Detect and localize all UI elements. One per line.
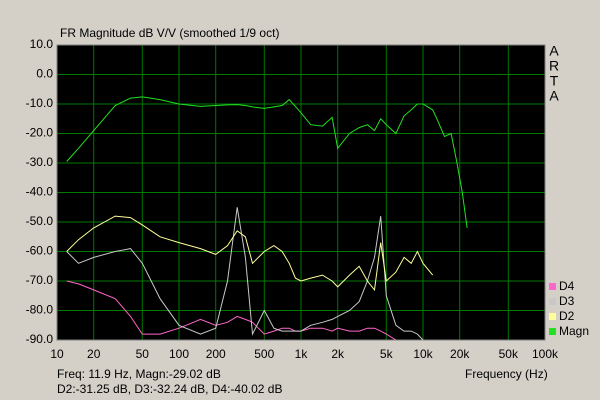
- brand-letter: T: [550, 73, 559, 89]
- y-tick-label: -80.0: [26, 303, 54, 317]
- legend-label: Magn: [559, 324, 589, 338]
- brand-letter: A: [549, 43, 559, 59]
- legend-swatch: [549, 283, 556, 290]
- x-tick-label: 20k: [450, 347, 470, 361]
- legend-swatch: [549, 298, 556, 305]
- series-line: [66, 215, 434, 292]
- x-tick-label: 500: [254, 347, 274, 361]
- x-tick-label: 5k: [380, 347, 394, 361]
- x-tick-label: 2k: [331, 347, 345, 361]
- brand-letter: R: [549, 58, 559, 74]
- x-axis-label: Frequency (Hz): [465, 367, 548, 381]
- series-line: [66, 96, 468, 228]
- brand-letter: A: [549, 88, 559, 104]
- chart-title: FR Magnitude dB V/V (smoothed 1/9 oct): [60, 26, 279, 40]
- y-tick-label: 10.0: [30, 37, 54, 51]
- series-line: [66, 280, 397, 341]
- x-tick-label: 20: [87, 347, 101, 361]
- x-tick-label: 10k: [413, 347, 433, 361]
- legend-swatch: [549, 313, 556, 320]
- x-tick-label: 50k: [499, 347, 519, 361]
- series-line: [66, 207, 424, 341]
- y-tick-label: -40.0: [26, 185, 54, 199]
- x-tick-label: 10: [50, 347, 64, 361]
- x-tick-label: 1k: [295, 347, 309, 361]
- x-tick-label: 100k: [532, 347, 559, 361]
- plot-frame: [56, 44, 546, 341]
- legend-label: D2: [559, 309, 575, 323]
- y-tick-label: -10.0: [26, 96, 54, 110]
- y-tick-label: -30.0: [26, 155, 54, 169]
- legend-label: D4: [559, 279, 575, 293]
- x-tick-label: 100: [169, 347, 189, 361]
- y-tick-label: -60.0: [26, 244, 54, 258]
- readout: D2:-31.25 dB, D3:-32.24 dB, D4:-40.02 dB: [57, 382, 282, 396]
- y-tick-label: -90.0: [26, 332, 54, 346]
- y-tick-label: -20.0: [26, 126, 54, 140]
- x-tick-label: 200: [206, 347, 226, 361]
- y-tick-label: -70.0: [26, 273, 54, 287]
- y-tick-label: 0.0: [36, 67, 53, 81]
- legend-swatch: [549, 328, 556, 335]
- readout: Freq: 11.9 Hz, Magn:-29.02 dB: [57, 367, 221, 381]
- x-tick-label: 50: [136, 347, 150, 361]
- y-tick-label: -50.0: [26, 214, 54, 228]
- legend-label: D3: [559, 294, 575, 308]
